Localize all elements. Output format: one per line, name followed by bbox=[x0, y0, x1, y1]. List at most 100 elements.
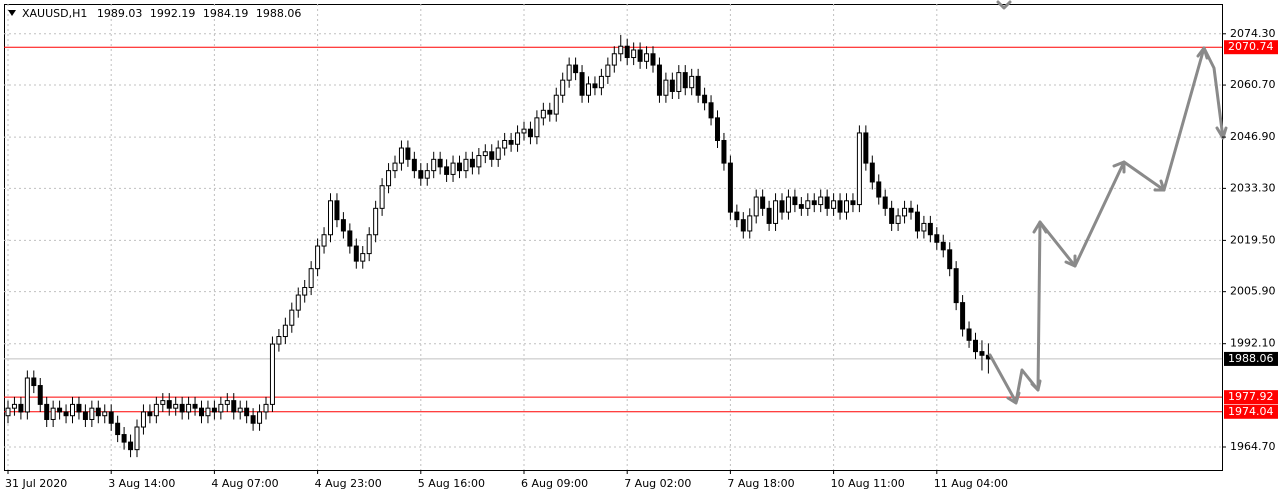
arrow-head bbox=[1196, 46, 1209, 60]
candle-body-up bbox=[186, 403, 192, 413]
candle-body-up bbox=[818, 196, 824, 206]
candle-body-up bbox=[24, 377, 30, 413]
candle-body-down bbox=[908, 207, 914, 213]
candle-body-up bbox=[689, 75, 695, 89]
candle-body-down bbox=[727, 162, 733, 213]
candle-body-up bbox=[302, 287, 308, 296]
x-tick-label: 6 Aug 09:00 bbox=[521, 477, 588, 490]
candle-body-down bbox=[837, 200, 843, 213]
candle-body-up bbox=[366, 234, 372, 255]
candle-body-up bbox=[102, 411, 108, 417]
arrow-head bbox=[1032, 220, 1048, 234]
candle-body-down bbox=[418, 170, 424, 179]
candle-body-up bbox=[379, 185, 385, 209]
candle-body-up bbox=[153, 403, 159, 417]
candle-body-up bbox=[257, 411, 263, 424]
level-label-box bbox=[1224, 390, 1278, 405]
candle-body-down bbox=[824, 196, 830, 209]
candle-body-up bbox=[373, 207, 379, 236]
y-tick-label: 2005.90 bbox=[1230, 285, 1276, 298]
candle-body-up bbox=[263, 403, 269, 413]
candle-body-up bbox=[11, 403, 17, 409]
candle-body-up bbox=[605, 64, 611, 77]
price-axis: 2074.30 2060.70 2046.90 2033.30 2019.50 2005.… bbox=[1222, 27, 1278, 453]
current-price-label: 1988.06 bbox=[1228, 352, 1274, 365]
arrow-head bbox=[1215, 126, 1228, 140]
candle-body-up bbox=[921, 222, 927, 232]
close-value: 1988.06 bbox=[256, 7, 302, 20]
candle-body-up bbox=[566, 64, 572, 81]
candle-body-up bbox=[295, 294, 301, 311]
y-tick-label: 2060.70 bbox=[1230, 78, 1276, 91]
candle-body-up bbox=[631, 49, 637, 59]
candle-body-up bbox=[224, 400, 230, 405]
candle-body-down bbox=[869, 162, 875, 183]
candle-body-down bbox=[624, 45, 630, 59]
candle-body-down bbox=[715, 117, 720, 141]
candle-body-down bbox=[469, 158, 475, 168]
candle-body-down bbox=[347, 230, 353, 247]
candle-body-up bbox=[553, 94, 559, 115]
candle-body-up bbox=[618, 45, 624, 55]
candle-body-up bbox=[476, 155, 482, 168]
candle-body-down bbox=[37, 385, 43, 405]
candle-body-up bbox=[895, 215, 901, 224]
x-tick-label: 31 Jul 2020 bbox=[5, 477, 67, 490]
candle-body-up bbox=[289, 309, 295, 326]
candle-body-down bbox=[166, 400, 172, 409]
candle-body-down bbox=[637, 49, 643, 62]
candle-body-up bbox=[173, 403, 179, 409]
candle-body-down bbox=[63, 411, 69, 417]
candle-body-up bbox=[534, 117, 540, 138]
candle-body-up bbox=[398, 147, 404, 164]
candle-body-down bbox=[353, 245, 359, 262]
candle-body-down bbox=[876, 181, 882, 198]
candle-body-down bbox=[405, 147, 411, 160]
candle-body-up bbox=[70, 403, 75, 417]
candle-body-down bbox=[766, 207, 772, 224]
candle-body-up bbox=[276, 336, 282, 345]
candle-body-down bbox=[147, 411, 153, 417]
candle-body-up bbox=[218, 403, 224, 413]
menu-arrow[interactable] bbox=[8, 10, 16, 16]
candle-body-up bbox=[598, 75, 604, 89]
candle-body-down bbox=[115, 422, 121, 436]
candle-body-down bbox=[82, 411, 88, 420]
candle-body-up bbox=[269, 343, 275, 405]
candle-body-up bbox=[386, 170, 392, 187]
candle-body-up bbox=[328, 200, 333, 236]
y-tick-label: 2046.90 bbox=[1230, 130, 1276, 143]
candle-body-down bbox=[650, 53, 656, 66]
level-label: 2070.74 bbox=[1228, 40, 1274, 53]
candle-body-up bbox=[611, 53, 617, 66]
candle-body-down bbox=[979, 351, 985, 356]
candle-body-up bbox=[495, 147, 501, 160]
candle-body-down bbox=[192, 403, 198, 409]
x-tick-label: 10 Aug 11:00 bbox=[831, 477, 905, 490]
candle-body-down bbox=[199, 407, 204, 417]
candle-body-up bbox=[747, 215, 753, 232]
x-tick-label: 3 Aug 14:00 bbox=[108, 477, 175, 490]
candle-body-down bbox=[334, 200, 340, 221]
candle-body-up bbox=[160, 400, 166, 405]
candle-body-up bbox=[805, 200, 811, 209]
candle-body-up bbox=[5, 407, 11, 417]
candle-body-down bbox=[973, 339, 978, 353]
candle-body-down bbox=[489, 151, 495, 160]
candle-body-down bbox=[340, 219, 346, 232]
candle-body-up bbox=[282, 324, 288, 338]
candle-body-up bbox=[540, 109, 546, 119]
arrow-head bbox=[1006, 391, 1021, 405]
candle-body-down bbox=[108, 411, 114, 424]
candle-body-down bbox=[934, 234, 940, 243]
open-value: 1989.03 bbox=[97, 7, 143, 20]
x-tick-label: 4 Aug 23:00 bbox=[315, 477, 382, 490]
candle-body-down bbox=[57, 407, 63, 413]
candle-body-up bbox=[50, 407, 56, 420]
candle-body-up bbox=[450, 162, 456, 175]
level-label: 1974.04 bbox=[1228, 405, 1274, 418]
candle-body-up bbox=[773, 200, 779, 224]
candle-body-up bbox=[89, 407, 95, 420]
candle-body-up bbox=[321, 234, 327, 247]
